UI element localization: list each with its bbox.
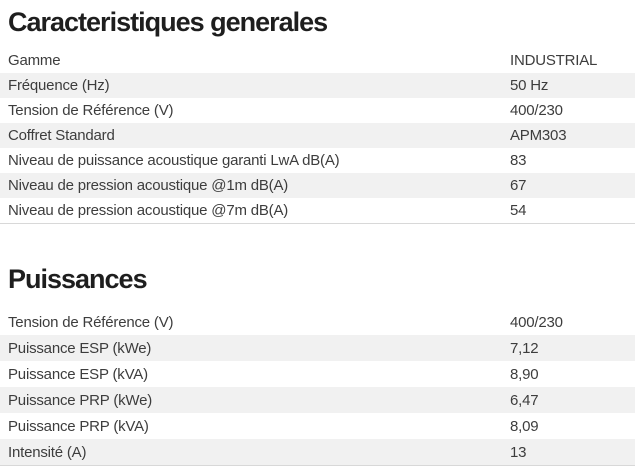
table-row: Niveau de pression acoustique @7m dB(A) … bbox=[0, 198, 635, 223]
section-title-caracteristiques-generales: Caracteristiques generales bbox=[8, 7, 328, 37]
table-row: Gamme INDUSTRIAL bbox=[0, 48, 635, 73]
row-label: Puissance PRP (kVA) bbox=[8, 417, 149, 435]
row-label: Niveau de pression acoustique @7m dB(A) bbox=[8, 202, 289, 219]
row-label: Puissance ESP (kVA) bbox=[8, 365, 148, 383]
table-row: Tension de Référence (V) 400/230 bbox=[0, 98, 635, 123]
row-value: 7,12 bbox=[510, 339, 539, 357]
row-value: 400/230 bbox=[510, 313, 563, 331]
table-row: Niveau de pression acoustique @1m dB(A) … bbox=[0, 173, 635, 198]
section-title-puissances: Puissances bbox=[8, 264, 148, 294]
table-row: Coffret Standard APM303 bbox=[0, 123, 635, 148]
row-value: 400/230 bbox=[510, 102, 563, 119]
row-label: Tension de Référence (V) bbox=[8, 102, 174, 119]
table-row: Puissance PRP (kWe) 6,47 bbox=[0, 387, 635, 413]
row-value: 6,47 bbox=[510, 391, 539, 409]
row-label: Puissance ESP (kWe) bbox=[8, 339, 152, 357]
row-value: INDUSTRIAL bbox=[510, 52, 598, 69]
table-caracteristiques-generales: Gamme INDUSTRIAL Fréquence (Hz) 50 Hz Te… bbox=[0, 48, 635, 224]
row-label: Puissance PRP (kWe) bbox=[8, 391, 153, 409]
row-value: 8,90 bbox=[510, 365, 539, 383]
row-label: Fréquence (Hz) bbox=[8, 77, 110, 94]
table-puissances: Tension de Référence (V) 400/230 Puissan… bbox=[0, 309, 635, 466]
row-value: 83 bbox=[510, 152, 527, 169]
row-label: Intensité (A) bbox=[8, 443, 87, 461]
row-value: 8,09 bbox=[510, 417, 539, 435]
table-row: Niveau de puissance acoustique garanti L… bbox=[0, 148, 635, 173]
row-label: Niveau de puissance acoustique garanti L… bbox=[8, 152, 340, 169]
table-row: Puissance ESP (kVA) 8,90 bbox=[0, 361, 635, 387]
row-label: Coffret Standard bbox=[8, 127, 115, 144]
table-row: Intensité (A) 13 bbox=[0, 439, 635, 465]
table-row: Puissance ESP (kWe) 7,12 bbox=[0, 335, 635, 361]
row-label: Niveau de pression acoustique @1m dB(A) bbox=[8, 177, 289, 194]
table-row: Tension de Référence (V) 400/230 bbox=[0, 309, 635, 335]
row-value: 67 bbox=[510, 177, 527, 194]
row-value: 13 bbox=[510, 443, 527, 461]
row-value: 50 Hz bbox=[510, 77, 549, 94]
table-row: Fréquence (Hz) 50 Hz bbox=[0, 73, 635, 98]
row-label: Tension de Référence (V) bbox=[8, 313, 174, 331]
row-value: APM303 bbox=[510, 127, 567, 144]
table-row: Puissance PRP (kVA) 8,09 bbox=[0, 413, 635, 439]
row-value: 54 bbox=[510, 202, 527, 219]
row-label: Gamme bbox=[8, 52, 61, 69]
